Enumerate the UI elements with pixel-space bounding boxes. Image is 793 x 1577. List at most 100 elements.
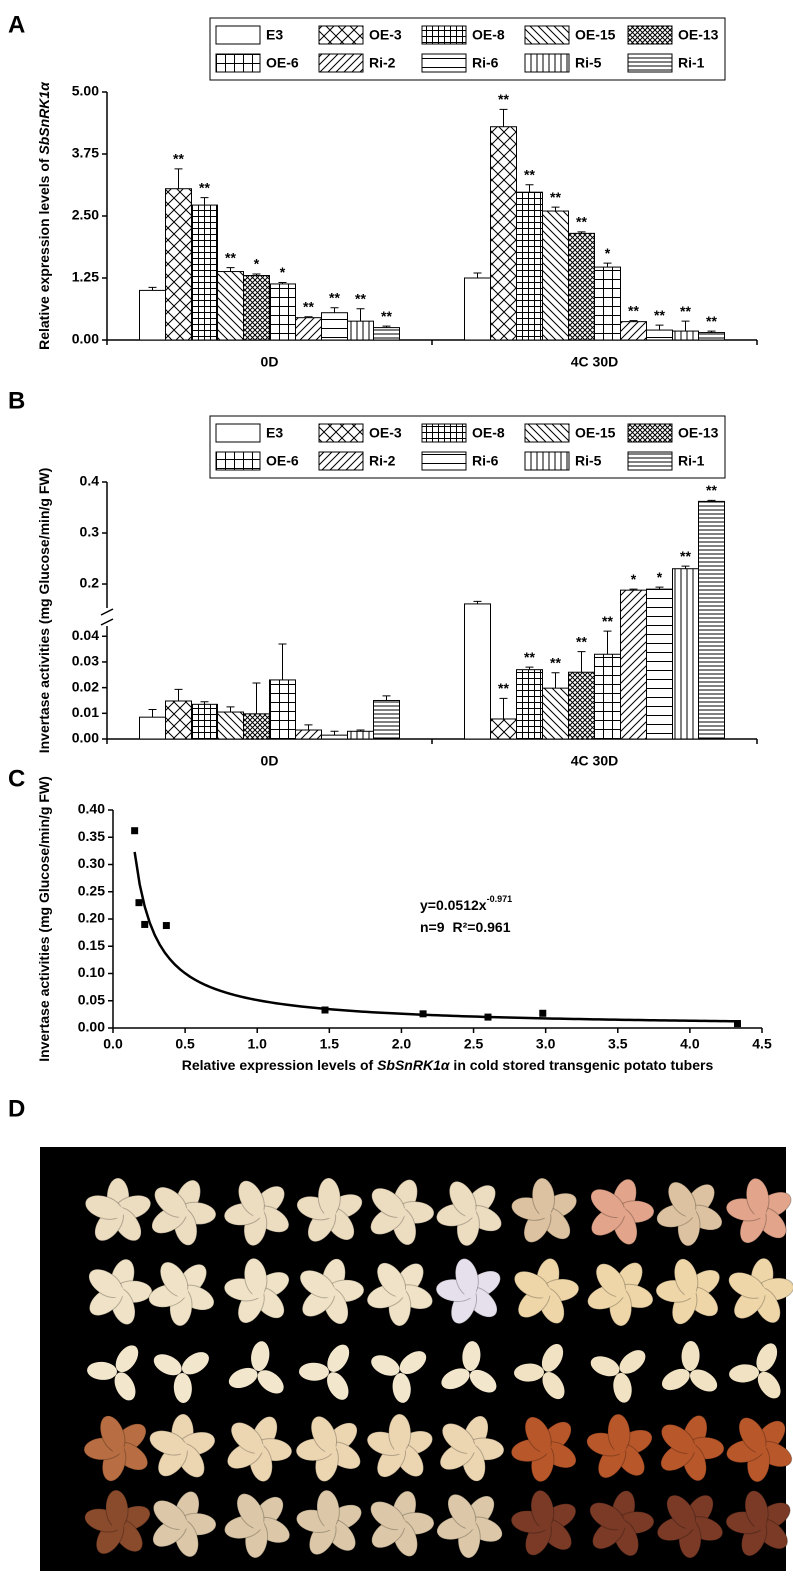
significance: * xyxy=(254,256,260,272)
tuber-slice xyxy=(590,1178,655,1246)
tuber-slice xyxy=(84,1177,152,1242)
core xyxy=(539,1518,551,1530)
core xyxy=(539,1206,551,1218)
legend-label: Ri-2 xyxy=(369,55,396,71)
x-tick-label: 0D xyxy=(261,753,279,769)
bar xyxy=(321,734,348,740)
petal xyxy=(299,1362,330,1381)
core xyxy=(614,1518,626,1530)
legend-label: OE-13 xyxy=(678,27,719,43)
bar xyxy=(646,588,673,740)
legend-label: OE-3 xyxy=(369,27,402,43)
legend-swatch xyxy=(524,25,570,45)
legend-label: E3 xyxy=(266,425,283,441)
legend-swatch xyxy=(524,451,570,471)
petal xyxy=(689,1369,718,1392)
significance: ** xyxy=(355,290,366,306)
column-label: OE-13 xyxy=(380,1153,421,1169)
tuber-slice xyxy=(436,1493,503,1559)
error-bar xyxy=(707,499,716,502)
y-tick-label: 0.35 xyxy=(78,828,105,844)
core xyxy=(176,1286,188,1298)
core xyxy=(464,1206,476,1218)
point xyxy=(162,922,170,930)
legend-swatch xyxy=(627,423,673,443)
petal xyxy=(681,1341,700,1372)
tuber-slice xyxy=(661,1341,718,1392)
x-tick-label: 2.0 xyxy=(392,1036,412,1052)
petal xyxy=(462,1341,481,1372)
significance: ** xyxy=(303,298,314,314)
error-bar xyxy=(252,273,261,276)
legend-label: Ri-5 xyxy=(575,55,602,71)
core xyxy=(324,1206,336,1218)
fit-curve xyxy=(133,851,741,1023)
y-tick-label: 0.10 xyxy=(78,964,105,980)
point xyxy=(141,920,149,928)
significance: ** xyxy=(173,151,184,167)
error-bar xyxy=(382,325,391,328)
x-tick-label: 4.0 xyxy=(680,1036,700,1052)
error-bar xyxy=(473,600,482,604)
core xyxy=(684,1286,696,1298)
tuber-slice xyxy=(223,1180,290,1247)
legend-label: OE-15 xyxy=(575,425,616,441)
y-axis-title-part: Relative expression levels of xyxy=(36,155,52,350)
tuber-slice xyxy=(587,1262,654,1327)
tuber-slice xyxy=(729,1343,781,1399)
point xyxy=(131,827,139,835)
petal xyxy=(173,1372,192,1403)
error-bar xyxy=(655,586,664,590)
legend-swatch xyxy=(215,451,261,471)
y-tick-label: 0.01 xyxy=(72,704,99,720)
point xyxy=(539,1009,547,1017)
core xyxy=(754,1442,766,1454)
tuber-slice xyxy=(514,1343,565,1400)
bar xyxy=(594,266,621,341)
core xyxy=(464,1518,476,1530)
error-bar xyxy=(200,197,209,206)
error-bar xyxy=(382,695,391,701)
bar xyxy=(646,329,673,341)
row-label: 20C15D xyxy=(53,1266,69,1317)
petal xyxy=(542,1371,565,1400)
petal xyxy=(469,1369,497,1393)
bar xyxy=(165,700,192,740)
error-bar xyxy=(577,651,586,673)
legend-swatch xyxy=(421,423,467,443)
column-label: Ri-6 xyxy=(607,1153,634,1169)
core xyxy=(754,1518,766,1530)
point xyxy=(733,1020,741,1028)
core xyxy=(464,1286,476,1298)
tuber-slice xyxy=(590,1350,646,1403)
petal xyxy=(114,1372,136,1401)
error-bar xyxy=(200,701,209,705)
y-axis-title-part: Invertase activities (mg Glucose/min/g F… xyxy=(36,468,52,754)
panel-letter: A xyxy=(8,11,25,38)
petal xyxy=(441,1368,470,1390)
tuber-slice xyxy=(370,1179,435,1246)
legend-label: E3 xyxy=(266,27,283,43)
column-label: Ri-1 xyxy=(747,1153,774,1169)
fit-equation-part: y= xyxy=(420,897,436,913)
petal xyxy=(181,1352,209,1375)
petal xyxy=(251,1341,270,1372)
column-label: OE-15 xyxy=(310,1153,351,1169)
tuber-slice xyxy=(436,1180,502,1247)
bar xyxy=(516,669,543,740)
bar xyxy=(698,332,725,341)
error-bar xyxy=(174,688,183,701)
tuber-slice xyxy=(88,1258,153,1326)
y-tick-label: 0.03 xyxy=(72,653,99,669)
column-label: E3 xyxy=(99,1153,116,1169)
legend-swatch xyxy=(627,53,673,73)
fit-equation: y=0.0512x-0.971 xyxy=(420,894,512,912)
error-bar xyxy=(252,682,261,714)
legend-swatch xyxy=(524,53,570,73)
x-axis-title-part: Relative expression levels of xyxy=(182,1057,377,1073)
legend-swatch xyxy=(318,451,364,471)
y-tick-label: 0.2 xyxy=(80,575,100,591)
y-tick-label: 0.40 xyxy=(78,801,105,817)
tuber-slice xyxy=(511,1177,578,1243)
legend-label: OE-15 xyxy=(575,27,616,43)
